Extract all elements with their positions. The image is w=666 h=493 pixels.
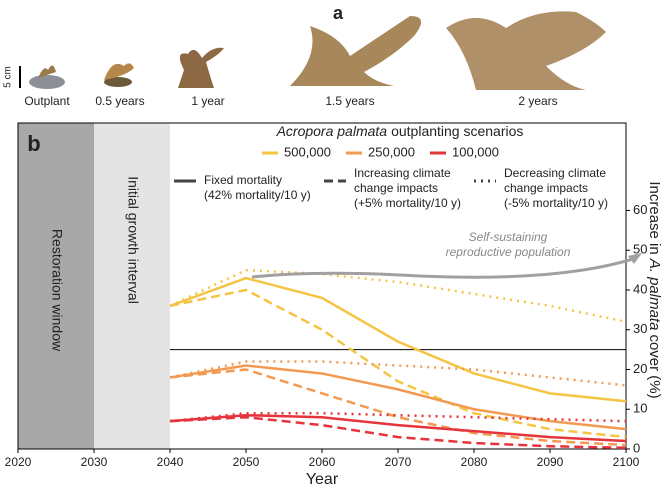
x-tick-label: 2070 (385, 455, 412, 469)
stage-label: 2 years (518, 94, 557, 108)
legend-style-label: (+5% mortality/10 y) (354, 196, 461, 210)
legend-label: 250,000 (368, 144, 415, 159)
y-tick-label: 50 (633, 242, 647, 257)
legend-style-label: change impacts (354, 181, 438, 195)
x-tick-label: 2020 (5, 455, 32, 469)
x-tick-label: 2030 (81, 455, 108, 469)
y-tick-label: 0 (633, 440, 640, 455)
stage-label: 1 year (191, 94, 224, 108)
series-line (169, 268, 627, 324)
y-tick-label: 60 (633, 202, 647, 217)
y-axis-title-part: Increase in (646, 181, 663, 254)
annotation: reproductive population (446, 245, 571, 259)
coral-photos (29, 11, 606, 90)
panel-a: a 5 cm Outplant 0.5 years 1 year 1.5 yea… (3, 3, 606, 108)
stage-label: Outplant (24, 94, 70, 108)
y-tick-label: 30 (633, 321, 647, 336)
series-line (169, 415, 627, 450)
stage-label: 0.5 years (95, 94, 144, 108)
legend-style-label: (42% mortality/10 y) (204, 188, 311, 202)
x-tick-label: 2090 (537, 455, 564, 469)
legend-style-label: Decreasing climate (504, 166, 606, 180)
y-axis-title-part: cover (%) (646, 334, 663, 398)
series-line (169, 411, 627, 423)
legend-style-label: (-5% mortality/10 y) (504, 196, 608, 210)
y-tick-label: 20 (633, 361, 647, 376)
x-tick-label: 2060 (309, 455, 336, 469)
arrow (251, 256, 637, 279)
legend-label: 500,000 (284, 144, 331, 159)
series-line (169, 368, 627, 447)
stage-label: 1.5 years (325, 94, 374, 108)
legend-style-label: change impacts (504, 181, 588, 195)
y-tick-label: 40 (633, 281, 647, 296)
region-label: Restoration window (49, 229, 65, 352)
panel-label: b (27, 131, 40, 156)
series-line (169, 413, 627, 443)
series-line (169, 276, 627, 403)
series-line (169, 364, 627, 431)
legend-label: 100,000 (452, 144, 499, 159)
region-label: Initial growth interval (125, 176, 141, 304)
region (18, 123, 94, 449)
x-tick-label: 2040 (157, 455, 184, 469)
x-tick-label: 2080 (461, 455, 488, 469)
scale-label: 5 cm (3, 66, 14, 88)
x-tick-label: 2050 (233, 455, 260, 469)
y-axis-title: Increase in A. palmata cover (%) (646, 181, 663, 398)
legend-style-label: Increasing climate (354, 166, 451, 180)
legend-title-rest: outplanting scenarios (391, 123, 523, 139)
panel-label: a (333, 3, 344, 23)
region (94, 123, 170, 449)
annotation: Self-sustaining (469, 230, 548, 244)
legend-title-italic: Acropora palmata (276, 123, 388, 139)
series-line (169, 360, 627, 387)
x-tick-label: 2100 (613, 455, 640, 469)
arrow-head (628, 253, 642, 264)
x-axis-title: Year (306, 471, 339, 488)
y-axis-title-part: A. palmata (646, 258, 663, 331)
series-line (169, 288, 627, 439)
y-tick-label: 10 (633, 401, 647, 416)
legend-style-label: Fixed mortality (204, 173, 282, 187)
legend-title: Acropora palmata outplanting scenarios (276, 123, 524, 139)
